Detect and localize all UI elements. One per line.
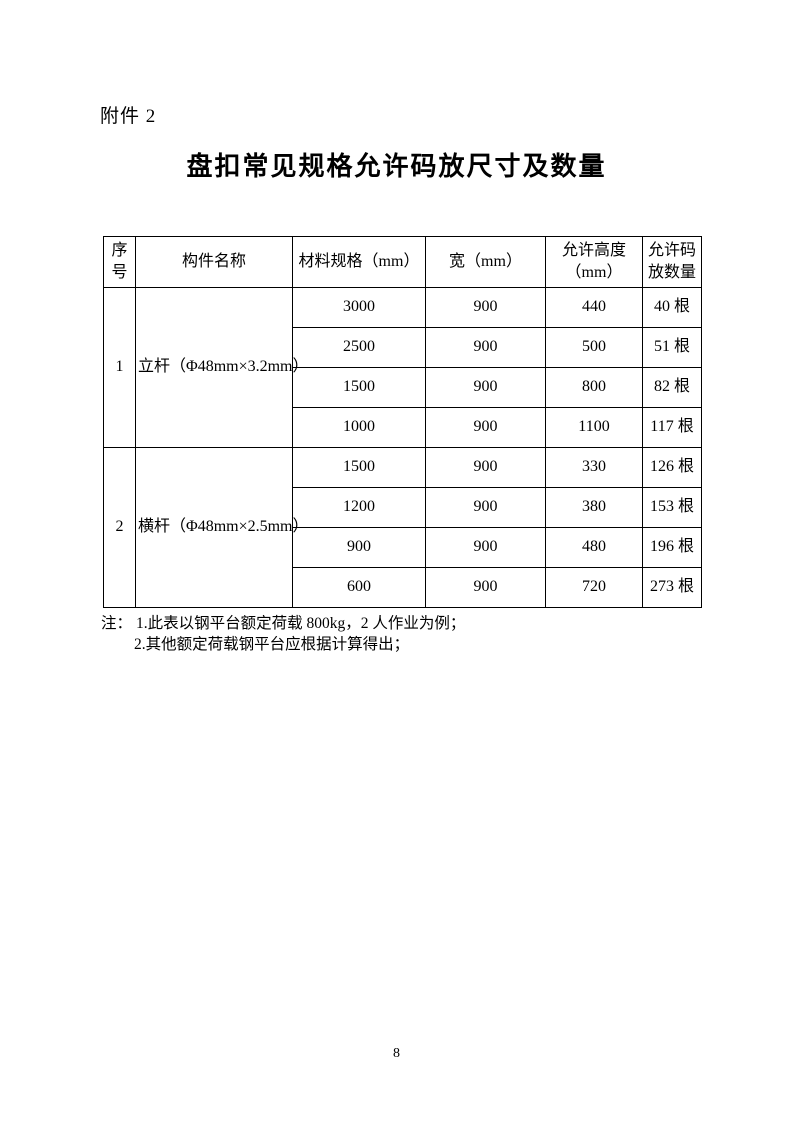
col-header-width: 宽（mm） [425,236,546,288]
note-label: 注： [101,615,133,632]
cell-height: 330 [545,447,643,488]
group-index: 2 [103,447,136,608]
cell-quantity: 117 根 [642,407,702,448]
cell-quantity: 126 根 [642,447,702,488]
group-index: 1 [103,287,136,448]
table-header-row: 序号 构件名称 材料规格（mm） 宽（mm） 允许高度 （mm） 允许码 放数量 [103,236,702,288]
cell-height: 500 [545,327,643,368]
table-row: 1500 900 800 82 根 [104,367,702,408]
cell-quantity: 40 根 [642,287,702,328]
component-name: 横杆（Φ48mm×2.5mm） [135,447,309,608]
cell-height: 380 [545,487,643,528]
cell-height: 480 [545,527,643,568]
table-notes: 注： 1.此表以钢平台额定荷载 800kg，2 人作业为例； 2.其他额定荷载钢… [101,613,465,655]
cell-spec: 2500 [292,327,426,368]
spec-table: 序号 构件名称 材料规格（mm） 宽（mm） 允许高度 （mm） 允许码 放数量… [103,236,702,608]
note-text: 1.此表以钢平台额定荷载 800kg，2 人作业为例； [136,615,466,632]
table-row: 900 900 480 196 根 [104,527,702,568]
table-row: 600 900 720 273 根 [104,567,702,608]
cell-width: 900 [425,567,546,608]
cell-spec: 1000 [292,407,426,448]
note-line-2: 2.其他额定荷载钢平台应根据计算得出； [134,634,465,655]
attachment-label: 附件 2 [100,106,157,127]
cell-height: 800 [545,367,643,408]
table-row: 1 立杆（Φ48mm×3.2mm） 3000 900 440 40 根 [103,287,702,448]
cell-spec: 1500 [292,447,426,488]
cell-spec: 1500 [292,367,426,408]
col-header-height: 允许高度 （mm） [545,236,643,288]
cell-quantity: 196 根 [642,527,702,568]
note-line-1: 注： 1.此表以钢平台额定荷载 800kg，2 人作业为例； [101,613,465,634]
cell-quantity: 153 根 [642,487,702,528]
cell-spec: 3000 [292,287,426,328]
cell-width: 900 [425,367,546,408]
cell-spec: 900 [292,527,426,568]
cell-height: 720 [545,567,643,608]
table-row: 2 横杆（Φ48mm×2.5mm） 1500 900 330 126 根 [103,447,702,608]
note-text: 2.其他额定荷载钢平台应根据计算得出； [134,636,410,653]
cell-width: 900 [425,527,546,568]
cell-quantity: 82 根 [642,367,702,408]
cell-height: 1100 [545,407,643,448]
page-number: 8 [393,1046,400,1061]
cell-height: 440 [545,287,643,328]
cell-width: 900 [425,327,546,368]
component-name: 立杆（Φ48mm×3.2mm） [135,287,309,448]
cell-width: 900 [425,447,546,488]
cell-width: 900 [425,487,546,528]
col-header-component: 构件名称 [135,236,293,288]
page-title: 盘扣常见规格允许码放尺寸及数量 [186,151,607,181]
col-header-index: 序号 [103,236,136,288]
cell-quantity: 51 根 [642,327,702,368]
cell-width: 900 [425,287,546,328]
cell-quantity: 273 根 [642,567,702,608]
table-row: 1000 900 1100 117 根 [104,407,702,448]
col-header-quantity: 允许码 放数量 [642,236,702,288]
cell-spec: 600 [292,567,426,608]
cell-spec: 1200 [292,487,426,528]
table-row: 1200 900 380 153 根 [104,487,702,528]
table-row: 2500 900 500 51 根 [104,327,702,368]
col-header-spec: 材料规格（mm） [292,236,426,288]
cell-width: 900 [425,407,546,448]
